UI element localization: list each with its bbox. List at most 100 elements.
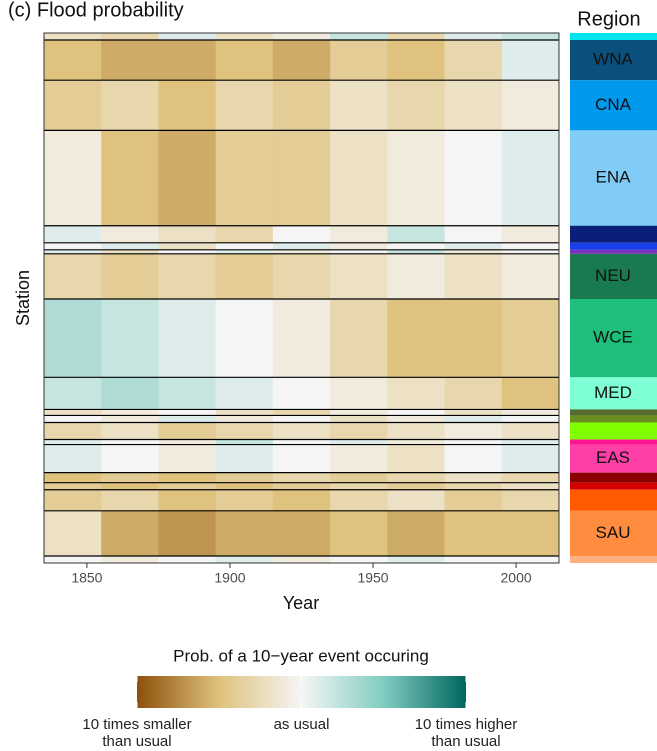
heatmap-cell	[158, 242, 217, 251]
heatmap-cell	[101, 472, 159, 484]
heatmap-cell	[158, 439, 217, 445]
heatmap-cell	[387, 40, 445, 81]
heatmap-cell	[215, 80, 274, 131]
heatmap-cell	[44, 415, 102, 423]
heatmap-cell	[444, 444, 503, 474]
heatmap-cell	[158, 482, 217, 491]
heatmap-cell	[330, 415, 388, 423]
x-axis-label: Year	[283, 593, 319, 613]
y-axis-label: Station	[13, 270, 33, 326]
heatmap-cell	[387, 225, 445, 244]
heatmap-cell	[158, 33, 217, 41]
region-band	[570, 242, 657, 250]
region-band	[570, 444, 657, 473]
region-band	[570, 439, 657, 445]
heatmap-cell	[444, 422, 503, 440]
heatmap-cell	[158, 225, 217, 244]
heatmap-cell	[272, 40, 331, 81]
heatmap-cell	[101, 299, 159, 378]
region-band	[570, 555, 657, 563]
heatmap-cell	[272, 299, 331, 378]
region-band	[570, 472, 657, 483]
region-band	[570, 415, 657, 423]
heatmap-cell	[272, 444, 331, 474]
heatmap-cell	[330, 489, 388, 512]
heatmap-cell	[101, 40, 159, 81]
heatmap-cell	[272, 242, 331, 251]
region-band	[570, 422, 657, 440]
heatmap-cell	[387, 482, 445, 491]
heatmap-cell	[387, 249, 445, 255]
heatmap-cell	[101, 415, 159, 423]
heatmap-cell	[501, 444, 560, 474]
heatmap-cell	[158, 489, 217, 512]
heatmap-cell	[387, 253, 445, 300]
heatmap-cell	[272, 249, 331, 255]
heatmap-cell	[501, 422, 560, 440]
heatmap-cell	[272, 472, 331, 484]
heatmap-cell	[44, 80, 102, 131]
heatmap-cell	[215, 130, 274, 227]
heatmap-cell	[501, 439, 560, 445]
heatmap-cell	[501, 33, 560, 41]
heatmap-cell	[444, 225, 503, 244]
heatmap-cell	[501, 489, 560, 512]
heatmap-cell	[44, 444, 102, 474]
heatmap-cell	[330, 225, 388, 244]
heatmap-cell	[501, 482, 560, 491]
heatmap-cell	[501, 510, 560, 557]
heatmap-cell	[444, 40, 503, 81]
colorbar-label: 10 times higher than usual	[414, 716, 518, 750]
heatmap-cell	[387, 555, 445, 564]
heatmap-cell	[444, 415, 503, 423]
heatmap-cell	[501, 472, 560, 484]
heatmap-cell	[101, 130, 159, 227]
colorbar-title: Prob. of a 10−year event occuring	[173, 646, 429, 665]
heatmap-cell	[44, 422, 102, 440]
region-label: EAS	[596, 448, 630, 467]
heatmap-cell	[44, 439, 102, 445]
region-band	[570, 510, 657, 556]
heatmap-cell	[387, 422, 445, 440]
heatmap-cell	[215, 444, 274, 474]
heatmap-cell	[158, 40, 217, 81]
heatmap-cell	[101, 377, 159, 410]
region-band	[570, 249, 657, 254]
heatmap-cell	[444, 510, 503, 557]
heatmap-cell	[272, 510, 331, 557]
plot-frame	[43, 32, 560, 564]
region-band	[570, 409, 657, 416]
heatmap-cell	[501, 555, 560, 564]
heatmap-cell	[272, 130, 331, 227]
heatmap-cell	[101, 242, 159, 251]
heatmap-cell	[330, 130, 388, 227]
heatmap-cell	[387, 444, 445, 474]
region-band	[570, 489, 657, 511]
heatmap-cell	[444, 555, 503, 564]
heatmap-cell	[158, 409, 217, 416]
x-tick-label: 2000	[501, 570, 532, 586]
heatmap-cell	[44, 253, 102, 300]
heatmap-cell	[330, 242, 388, 251]
heatmap-cell	[387, 489, 445, 512]
heatmap-cell	[501, 225, 560, 244]
heatmap-cell	[330, 510, 388, 557]
heatmap-cell	[272, 80, 331, 131]
heatmap-cell	[44, 40, 102, 81]
x-tick-label: 1950	[357, 570, 388, 586]
region-label: SAU	[596, 523, 631, 542]
heatmap-cell	[215, 472, 274, 484]
heatmap-cell	[330, 472, 388, 484]
heatmap-cell	[44, 510, 102, 557]
heatmap-cell	[158, 510, 217, 557]
heatmap-cell	[215, 510, 274, 557]
heatmap-cell	[215, 40, 274, 81]
heatmap-cell	[387, 472, 445, 484]
heatmap-cell	[501, 377, 560, 410]
heatmap-cell	[101, 249, 159, 255]
heatmap-cell	[501, 249, 560, 255]
region-label: NEU	[595, 266, 631, 285]
heatmap-cell	[158, 299, 217, 378]
heatmap-cell	[387, 409, 445, 416]
